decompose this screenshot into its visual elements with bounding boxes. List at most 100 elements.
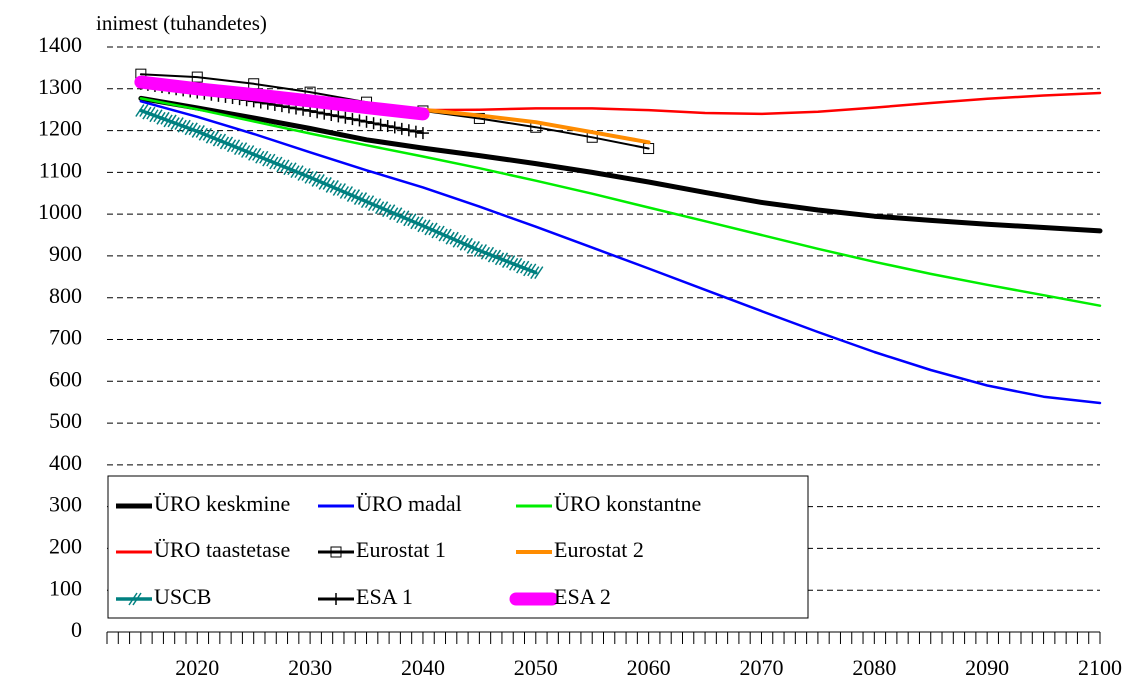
y-tick-label: 1100 (39, 157, 82, 182)
hash-marker-b (209, 130, 220, 144)
hash-marker-b (195, 124, 205, 138)
data-point (219, 136, 234, 150)
data-point (262, 153, 276, 167)
hash-marker-b (463, 237, 473, 251)
hash-marker-a (262, 153, 272, 167)
y-tick-label: 700 (49, 325, 82, 350)
hash-marker-b (400, 210, 410, 224)
y-tick-label: 1400 (38, 32, 82, 57)
hash-marker-b (527, 263, 537, 277)
hash-marker-b (245, 145, 255, 158)
data-point (339, 111, 352, 124)
hash-marker-b (456, 234, 466, 248)
hash-marker-a (424, 222, 434, 236)
data-point (459, 237, 473, 251)
data-point (163, 114, 177, 128)
data-point (177, 119, 191, 133)
data-point (255, 150, 269, 164)
hash-marker-b (237, 142, 248, 156)
data-point (388, 121, 401, 134)
y-tick-label: 300 (49, 492, 82, 517)
x-tick-label: 2060 (627, 655, 671, 680)
hash-marker-b (287, 162, 297, 176)
legend-item-uro-konstantne: ÜRO konstantne (516, 491, 701, 516)
hash-marker-b (343, 186, 354, 199)
y-tick-label: 500 (49, 408, 82, 433)
data-point (396, 210, 410, 224)
data-point (389, 207, 403, 221)
legend-label: ÜRO konstantne (554, 491, 701, 516)
y-tick-label: 600 (49, 366, 82, 391)
legend-label: ÜRO taastetase (154, 537, 290, 562)
y-tick-label: 100 (49, 575, 82, 600)
legend-label: USCB (154, 584, 211, 609)
hash-marker-b (491, 249, 502, 263)
data-point (318, 177, 332, 190)
hash-marker-b (308, 170, 318, 184)
hash-marker-a (473, 244, 483, 257)
y-tick-label: 800 (49, 283, 82, 308)
series-line (139, 100, 1102, 405)
hash-marker-a (177, 119, 187, 133)
data-point (452, 234, 466, 248)
hash-marker-b (414, 216, 424, 230)
x-tick-labels: 2020 2030 2040 2050 2060 2070 2080 2090 2100 (175, 655, 1122, 680)
hash-marker-b (259, 150, 269, 164)
data-point (170, 117, 184, 130)
data-point (374, 118, 387, 131)
hash-marker-a (410, 216, 420, 230)
data-point (509, 257, 523, 271)
data-point (149, 109, 163, 123)
legend-label: ESA 1 (356, 584, 413, 609)
data-point (416, 127, 429, 140)
y-tick-label: 1200 (38, 116, 82, 141)
series-uro-keskmine (138, 95, 1103, 234)
hash-marker-a (494, 252, 505, 266)
data-point (311, 106, 324, 119)
hash-marker-a (516, 260, 526, 274)
y-tick-label: 200 (49, 533, 82, 558)
data-point (311, 173, 325, 187)
legend-item-uscb: USCB (116, 584, 211, 609)
data-point (395, 122, 408, 135)
hash-marker-a (135, 104, 145, 117)
data-point (325, 180, 339, 193)
hash-marker-b (442, 228, 452, 242)
hash-marker-a (184, 122, 194, 136)
hash-marker-b (216, 133, 227, 147)
hash-marker-a (523, 263, 533, 277)
data-point (487, 249, 502, 263)
hash-marker-a (318, 177, 328, 190)
data-point (367, 117, 380, 130)
hash-marker-a (332, 183, 342, 196)
hash-marker-b (329, 180, 339, 193)
hash-marker-a (205, 130, 216, 144)
hash-marker-a (212, 133, 223, 147)
legend: ÜRO keskmine ÜRO madal ÜRO konstantne ÜRO t… (107, 475, 809, 619)
data-point (156, 111, 170, 125)
hash-marker-a (417, 219, 427, 233)
hash-marker-a (346, 189, 357, 202)
hash-marker-b (470, 240, 480, 254)
data-point (445, 231, 459, 245)
data-point (212, 133, 227, 147)
data-point (304, 170, 318, 184)
data-point (523, 263, 537, 277)
hash-marker-b (393, 207, 403, 221)
data-point (248, 147, 262, 161)
legend-item-eurostat-2: Eurostat 2 (516, 537, 644, 562)
data-point (290, 165, 304, 179)
data-point (360, 115, 373, 128)
hash-marker-a (501, 255, 512, 268)
hash-marker-b (181, 119, 191, 133)
hash-marker-b (202, 127, 212, 141)
legend-item-uro-taastetase: ÜRO taastetase (116, 537, 290, 562)
hash-marker-b (364, 195, 375, 209)
hash-marker-b (322, 177, 332, 190)
hash-marker-a (325, 180, 335, 193)
hash-marker-b (167, 114, 177, 128)
hash-marker-b (188, 122, 198, 136)
data-point (353, 114, 366, 127)
x-tick-label: 2070 (739, 655, 783, 680)
